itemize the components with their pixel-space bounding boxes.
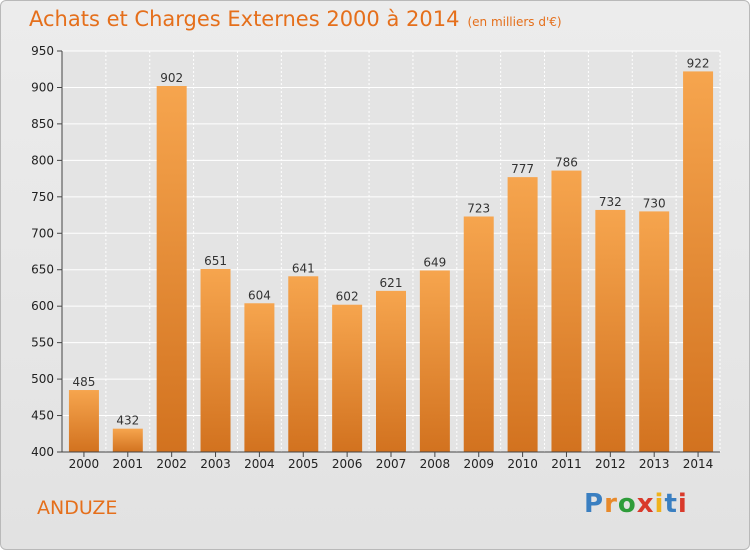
data-label: 922 — [687, 56, 710, 70]
chart-title: Achats et Charges Externes 2000 à 2014 (e… — [29, 7, 562, 31]
y-tick-label: 850 — [31, 117, 54, 131]
bar[interactable] — [419, 270, 450, 452]
logo-letter: P — [584, 489, 605, 519]
y-tick-label: 800 — [31, 153, 54, 167]
y-tick-label: 600 — [31, 299, 54, 313]
bar[interactable] — [639, 211, 670, 452]
y-tick-label: 400 — [31, 445, 54, 459]
bar[interactable] — [68, 390, 99, 452]
bar[interactable] — [200, 268, 231, 452]
logo-letter: o — [617, 489, 637, 519]
x-tick-label: 2008 — [420, 457, 451, 471]
x-tick-label: 2014 — [683, 457, 714, 471]
logo-letter: i — [677, 489, 688, 519]
data-label: 604 — [248, 288, 271, 302]
data-label: 485 — [72, 375, 95, 389]
data-label: 621 — [380, 276, 403, 290]
data-label: 723 — [467, 202, 490, 216]
x-tick-label: 2007 — [376, 457, 407, 471]
logo-letter: t — [664, 489, 678, 519]
y-tick-label: 650 — [31, 263, 54, 277]
bar[interactable] — [112, 428, 143, 452]
x-tick-label: 2010 — [507, 457, 538, 471]
y-tick-label: 700 — [31, 226, 54, 240]
chart-unit: (en milliers d'€) — [467, 15, 562, 29]
data-label: 432 — [116, 414, 139, 428]
bar[interactable] — [507, 177, 538, 452]
chart-title-text: Achats et Charges Externes 2000 à 2014 — [29, 7, 460, 31]
logo-letter: i — [654, 489, 665, 519]
proxiti-logo[interactable]: Proxiti — [584, 489, 688, 519]
y-tick-label: 950 — [31, 44, 54, 58]
bar[interactable] — [376, 290, 406, 452]
bar[interactable] — [244, 303, 275, 452]
data-label: 786 — [555, 156, 578, 170]
logo-letter: r — [604, 489, 618, 519]
y-tick-label: 750 — [31, 190, 54, 204]
x-tick-label: 2002 — [156, 457, 187, 471]
axis-layer: 400 450 500 550 600 650 700 750 800 850 900 950 2000… — [31, 44, 720, 471]
data-label: 730 — [643, 196, 666, 210]
data-label: 651 — [204, 254, 227, 268]
x-tick-label: 2004 — [244, 457, 275, 471]
x-tick-label: 2012 — [595, 457, 626, 471]
y-tick-label: 450 — [31, 409, 54, 423]
x-tick-label: 2000 — [69, 457, 100, 471]
data-label: 902 — [160, 71, 183, 85]
data-label: 649 — [423, 255, 446, 269]
bars-layer: 485 432 902 651 604 641 602 621 649 723 777 786 732 7… — [68, 56, 714, 452]
bar[interactable] — [595, 209, 626, 452]
data-label: 777 — [511, 162, 534, 176]
x-tick-label: 2013 — [639, 457, 670, 471]
bar[interactable] — [683, 71, 714, 452]
bar[interactable] — [332, 304, 363, 452]
x-tick-label: 2006 — [332, 457, 363, 471]
bar[interactable] — [288, 276, 319, 452]
data-label: 732 — [599, 195, 622, 209]
logo-letter: x — [636, 489, 655, 519]
y-tick-label: 550 — [31, 336, 54, 350]
x-tick-label: 2001 — [113, 457, 144, 471]
y-tick-label: 900 — [31, 80, 54, 94]
data-label: 602 — [336, 290, 359, 304]
bar[interactable] — [156, 85, 187, 452]
bar[interactable] — [463, 216, 494, 452]
x-tick-label: 2009 — [463, 457, 494, 471]
x-tick-label: 2003 — [200, 457, 231, 471]
x-tick-label: 2011 — [551, 457, 582, 471]
bar[interactable] — [551, 170, 582, 452]
data-label: 641 — [292, 261, 315, 275]
commune-name: ANDUZE — [37, 497, 118, 519]
x-tick-label: 2005 — [288, 457, 319, 471]
y-tick-label: 500 — [31, 372, 54, 386]
